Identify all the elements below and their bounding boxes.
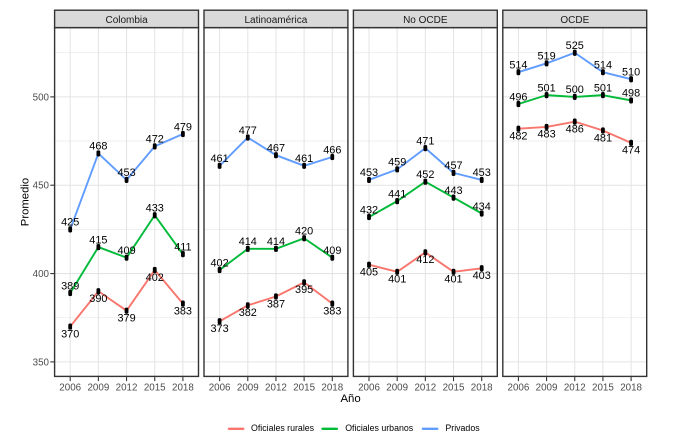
svg-text:514: 514	[594, 59, 612, 71]
svg-text:486: 486	[566, 123, 584, 135]
svg-text:420: 420	[295, 226, 313, 238]
svg-text:2006: 2006	[508, 382, 530, 393]
svg-text:2009: 2009	[87, 382, 109, 393]
svg-text:390: 390	[89, 293, 107, 305]
svg-text:2009: 2009	[237, 382, 259, 393]
svg-text:432: 432	[360, 204, 378, 216]
svg-text:453: 453	[117, 167, 135, 179]
svg-text:2012: 2012	[414, 382, 436, 393]
svg-text:2006: 2006	[209, 382, 231, 393]
svg-text:414: 414	[267, 236, 285, 248]
svg-text:452: 452	[416, 169, 434, 181]
svg-text:2009: 2009	[536, 382, 558, 393]
svg-text:461: 461	[295, 153, 313, 165]
svg-text:483: 483	[537, 129, 555, 141]
svg-text:403: 403	[473, 270, 491, 282]
svg-text:412: 412	[416, 254, 434, 266]
svg-text:2006: 2006	[59, 382, 81, 393]
svg-text:2012: 2012	[116, 382, 138, 393]
svg-text:2018: 2018	[471, 382, 493, 393]
svg-text:479: 479	[174, 121, 192, 133]
svg-text:434: 434	[473, 201, 491, 213]
svg-text:466: 466	[323, 144, 341, 156]
svg-text:411: 411	[174, 241, 191, 253]
svg-text:450: 450	[33, 181, 50, 192]
svg-text:402: 402	[146, 272, 164, 284]
svg-text:443: 443	[444, 185, 462, 197]
svg-text:453: 453	[473, 167, 491, 179]
svg-text:474: 474	[622, 145, 640, 157]
svg-text:510: 510	[622, 67, 640, 79]
svg-text:OCDE: OCDE	[560, 15, 589, 26]
svg-text:501: 501	[537, 82, 555, 94]
svg-text:350: 350	[33, 357, 50, 368]
svg-text:2015: 2015	[144, 382, 166, 393]
svg-text:2012: 2012	[564, 382, 586, 393]
svg-text:496: 496	[509, 91, 527, 103]
svg-text:453: 453	[360, 167, 378, 179]
svg-text:468: 468	[89, 141, 107, 153]
svg-text:373: 373	[211, 323, 229, 335]
svg-text:No OCDE: No OCDE	[403, 15, 448, 26]
svg-text:457: 457	[444, 160, 462, 172]
svg-text:459: 459	[388, 157, 406, 169]
svg-text:2012: 2012	[265, 382, 287, 393]
svg-text:2009: 2009	[386, 382, 408, 393]
svg-text:409: 409	[323, 245, 341, 257]
svg-text:2015: 2015	[443, 382, 465, 393]
svg-text:387: 387	[267, 298, 285, 310]
svg-text:Año: Año	[340, 393, 360, 405]
svg-text:370: 370	[61, 328, 79, 340]
svg-text:425: 425	[61, 217, 79, 229]
svg-text:498: 498	[622, 88, 640, 100]
svg-text:433: 433	[146, 203, 164, 215]
svg-text:405: 405	[360, 267, 378, 279]
svg-text:Oficiales rurales: Oficiales rurales	[251, 423, 315, 433]
svg-text:401: 401	[444, 274, 462, 286]
svg-text:461: 461	[211, 153, 229, 165]
svg-text:383: 383	[323, 305, 341, 317]
svg-text:2018: 2018	[321, 382, 343, 393]
svg-text:Privados: Privados	[445, 423, 480, 433]
svg-text:500: 500	[33, 92, 50, 103]
svg-text:Latinoamérica: Latinoamérica	[244, 15, 307, 26]
svg-text:525: 525	[566, 40, 584, 52]
svg-text:2015: 2015	[293, 382, 315, 393]
svg-text:2006: 2006	[358, 382, 380, 393]
svg-text:400: 400	[33, 269, 50, 280]
svg-text:414: 414	[239, 236, 257, 248]
svg-text:467: 467	[267, 143, 285, 155]
svg-text:501: 501	[594, 82, 612, 94]
svg-text:382: 382	[239, 307, 257, 319]
svg-text:477: 477	[239, 125, 257, 137]
svg-text:379: 379	[117, 312, 135, 324]
svg-text:2015: 2015	[592, 382, 614, 393]
svg-text:500: 500	[566, 84, 584, 96]
svg-text:389: 389	[61, 280, 79, 292]
svg-text:441: 441	[388, 188, 406, 200]
svg-text:409: 409	[117, 245, 135, 257]
svg-text:2018: 2018	[172, 382, 194, 393]
svg-text:2018: 2018	[620, 382, 642, 393]
svg-text:472: 472	[146, 134, 164, 146]
svg-text:Oficiales urbanos: Oficiales urbanos	[345, 423, 414, 433]
svg-text:Colombia: Colombia	[105, 15, 148, 26]
svg-text:395: 395	[295, 284, 313, 296]
svg-text:482: 482	[509, 131, 527, 143]
svg-text:Promedio: Promedio	[20, 178, 32, 226]
svg-text:514: 514	[509, 59, 527, 71]
svg-text:519: 519	[537, 51, 555, 63]
svg-text:383: 383	[174, 305, 192, 317]
svg-text:481: 481	[594, 132, 612, 144]
svg-text:401: 401	[388, 274, 406, 286]
svg-text:471: 471	[416, 135, 434, 147]
svg-text:402: 402	[211, 257, 229, 269]
svg-text:415: 415	[89, 234, 107, 246]
